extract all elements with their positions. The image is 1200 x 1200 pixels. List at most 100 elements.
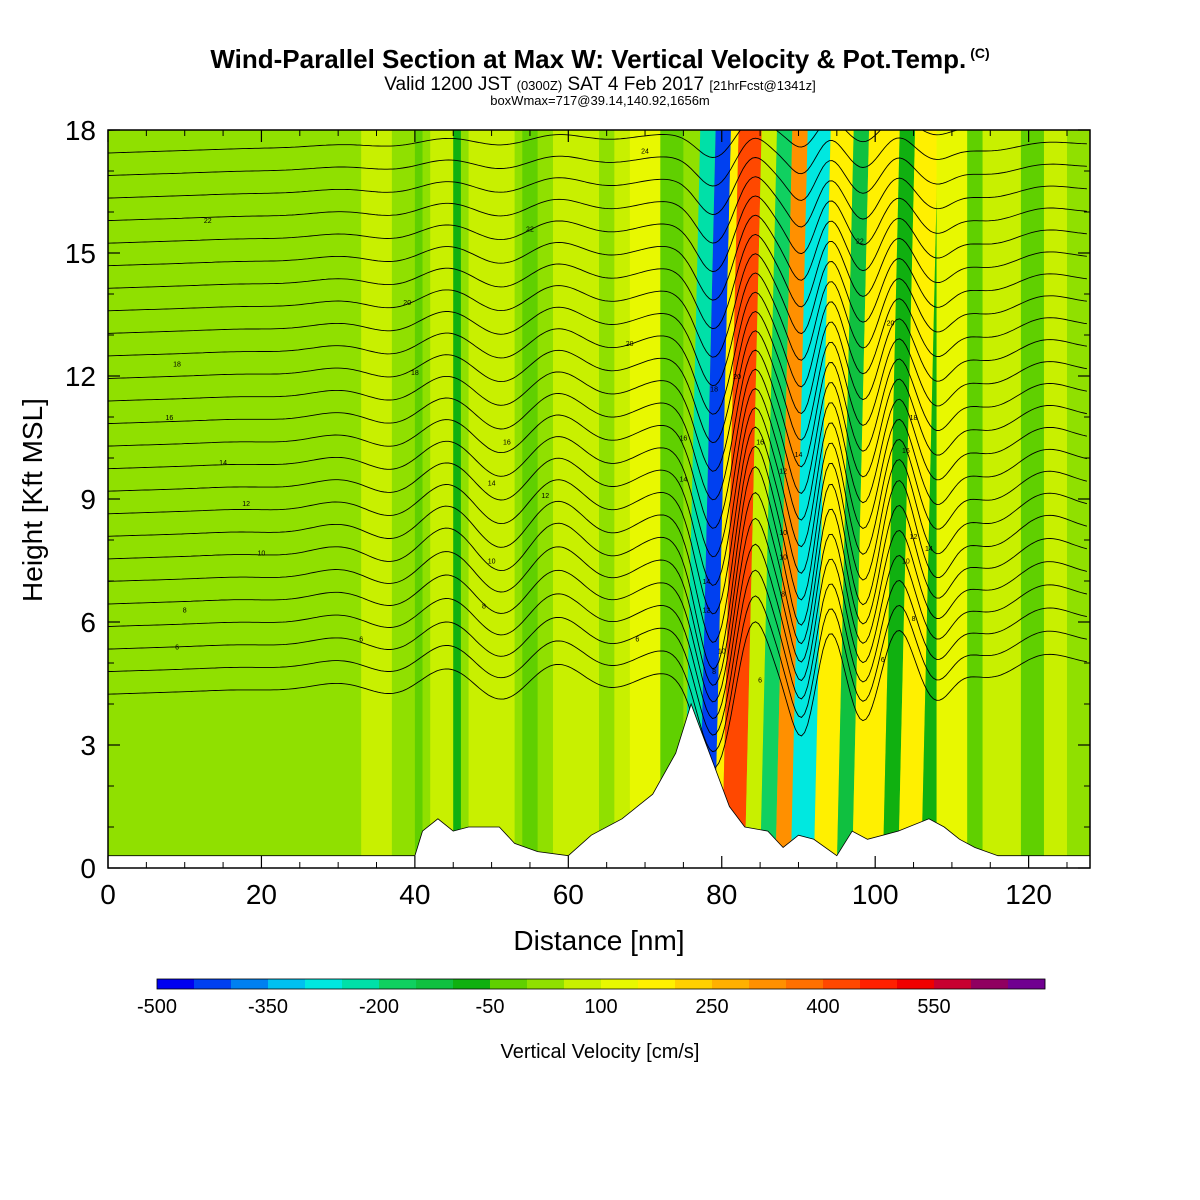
colorbar-tick-label: -500	[137, 996, 177, 1018]
isentrope-line	[108, 466, 1088, 670]
x-tick-label: 120	[1005, 879, 1052, 910]
isentrope-label: 16	[756, 440, 764, 447]
isentrope-label: 16	[679, 436, 687, 443]
colorbar-swatch	[638, 979, 676, 989]
colorbar-swatch	[527, 979, 565, 989]
isentrope-label: 6	[359, 636, 363, 643]
velocity-band	[660, 130, 684, 868]
colorbar-swatch	[157, 979, 195, 989]
velocity-band	[522, 130, 538, 868]
colorbar-swatch	[416, 979, 454, 989]
colorbar-swatch	[305, 979, 343, 989]
isentrope-label: 14	[925, 546, 933, 553]
isentrope-label: 10	[258, 550, 266, 557]
isentrope-label: 10	[779, 554, 787, 561]
isentrope-line	[108, 368, 1088, 529]
isentrope-label: 12	[910, 534, 918, 541]
isentrope-label: 20	[403, 300, 411, 307]
x-tick-label: 20	[246, 879, 277, 910]
velocity-band	[1020, 130, 1044, 868]
isentrope-label: 22	[204, 218, 212, 225]
colorbar-swatch	[342, 979, 380, 989]
velocity-band	[552, 130, 599, 868]
isentrope-line	[108, 137, 1087, 187]
axes: 0 20 40 60 80 100 120 0 3 6 9 12 15 18	[65, 115, 1090, 910]
colorbar: -500 -350 -200 -50 100 250 400 550	[137, 978, 1046, 1018]
isentrope-line	[108, 426, 1088, 615]
isentrope-label: 16	[503, 440, 511, 447]
isentrope-label: 22	[526, 226, 534, 233]
x-tick-label: 60	[553, 879, 584, 910]
isentrope-label: 12	[541, 493, 549, 500]
terrain-profile	[108, 702, 1090, 868]
chart-title: Wind-Parallel Section at Max W: Vertical…	[0, 44, 1200, 75]
isentrope-label: 10	[718, 649, 726, 656]
colorbar-swatch	[860, 979, 898, 989]
isentrope-label: 12	[703, 608, 711, 615]
isentrope-label: 14	[488, 481, 496, 488]
isentrope-label: 14	[703, 579, 711, 586]
colorbar-swatch	[1008, 979, 1046, 989]
isentrope-label: 6	[635, 636, 639, 643]
isentrope-label: 20	[733, 374, 741, 381]
velocity-band	[936, 130, 968, 868]
isentrope-label: 24	[641, 149, 649, 156]
isentrope-label: 8	[482, 604, 486, 611]
velocity-band	[614, 130, 630, 868]
x-tick-label: 40	[399, 879, 430, 910]
isentrope-label: 14	[219, 460, 227, 467]
y-tick-label: 15	[65, 238, 96, 269]
colorbar-tick-label: -50	[476, 996, 505, 1018]
velocity-band	[836, 130, 870, 868]
velocity-band	[430, 130, 454, 868]
isentrope-label: 16	[165, 415, 173, 422]
colorbar-tick-label: 400	[806, 996, 839, 1018]
isentrope-line	[108, 253, 1087, 358]
isentrope-label: 8	[712, 669, 716, 676]
y-tick-label: 18	[65, 115, 96, 146]
title-text: Wind-Parallel Section at Max W: Vertical…	[210, 44, 967, 74]
velocity-field	[108, 130, 1090, 868]
velocity-band	[882, 130, 916, 868]
x-tick-label: 0	[100, 879, 116, 910]
isentrope-label: 12	[242, 501, 250, 508]
velocity-band	[468, 130, 515, 868]
colorbar-label: Vertical Velocity [cm/s]	[501, 1041, 700, 1063]
colorbar-swatch	[934, 979, 972, 989]
y-tick-label: 12	[65, 361, 96, 392]
isentrope-label: 6	[881, 657, 885, 664]
isentrope-label: 10	[779, 530, 787, 537]
isentrope-label: 18	[710, 386, 718, 393]
isentrope-line	[108, 291, 1087, 415]
velocity-band	[898, 130, 939, 868]
colorbar-swatch	[786, 979, 824, 989]
isentrope-label: 12	[779, 468, 787, 475]
isentrope-lines	[108, 130, 1088, 769]
isentrope-line	[108, 595, 1087, 753]
velocity-band	[813, 130, 854, 868]
colorbar-swatch	[268, 979, 306, 989]
box-info: boxWmax=717@39.14,140.92,1656m	[490, 93, 710, 108]
isentrope-line	[108, 310, 1087, 444]
velocity-band	[790, 130, 831, 868]
isentrope-line	[108, 445, 1088, 643]
velocity-band	[230, 130, 316, 868]
velocity-band	[453, 130, 461, 868]
isentrope-label: 18	[411, 370, 419, 377]
isentrope-line	[108, 234, 1087, 330]
isentrope-label: 14	[795, 452, 803, 459]
valid-time: Valid 1200 JST	[384, 74, 512, 95]
colorbar-swatch	[564, 979, 602, 989]
chart-subtitle: Valid 1200 JST (0300Z) SAT 4 Feb 2017 [2…	[0, 74, 1200, 96]
isentrope-line	[108, 214, 1087, 301]
copyright-mark: (C)	[970, 45, 990, 62]
velocity-band	[108, 130, 162, 868]
isentrope-label: 20	[626, 341, 634, 348]
velocity-band	[1043, 130, 1067, 868]
isentrope-line	[108, 543, 1088, 720]
y-tick-label: 3	[80, 730, 96, 761]
colorbar-swatch	[897, 979, 935, 989]
x-axis-label: Distance [nm]	[513, 925, 684, 956]
isentrope-label: 18	[173, 362, 181, 369]
isentrope-label: 16	[902, 448, 910, 455]
